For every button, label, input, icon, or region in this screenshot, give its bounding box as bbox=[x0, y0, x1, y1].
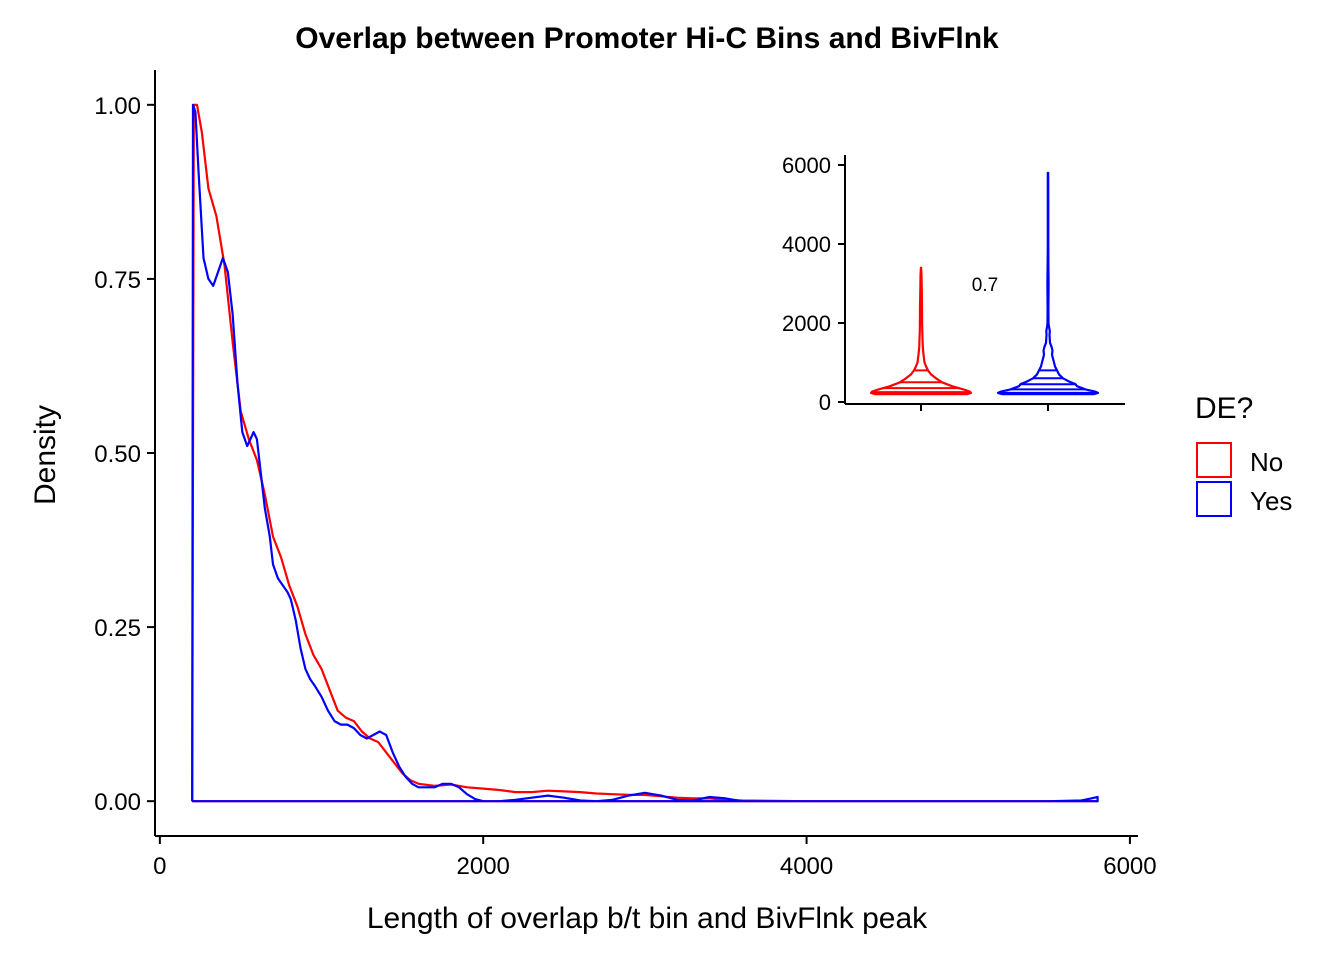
density-line-no bbox=[191, 103, 1099, 803]
density-line-yes bbox=[191, 103, 1099, 803]
x-tick-label: 0 bbox=[153, 853, 166, 880]
y-tick-label: 0.25 bbox=[94, 615, 141, 642]
inset-y-tick-label: 0 bbox=[819, 390, 831, 415]
x-tick-label: 2000 bbox=[457, 853, 510, 880]
y-axis-title: Density bbox=[29, 405, 62, 505]
legend-key-yes bbox=[1196, 481, 1232, 517]
inset-y-tick-label: 6000 bbox=[782, 153, 831, 178]
inset-y-tick-label: 2000 bbox=[782, 311, 831, 336]
chart-title: Overlap between Promoter Hi-C Bins and B… bbox=[295, 22, 999, 55]
x-axis-title: Length of overlap b/t bin and BivFlnk pe… bbox=[367, 902, 928, 935]
x-tick-label: 6000 bbox=[1103, 853, 1156, 880]
y-tick-label: 0.00 bbox=[94, 789, 141, 816]
legend-key-no bbox=[1196, 442, 1232, 478]
legend: DE? No Yes bbox=[1195, 392, 1292, 517]
main-plot-area: 0.00 0.25 0.50 0.75 1.00 0 2000 4000 6000 bbox=[94, 70, 1157, 880]
y-tick-label: 1.00 bbox=[94, 93, 141, 120]
legend-label-yes: Yes bbox=[1250, 486, 1292, 516]
y-tick-label: 0.75 bbox=[94, 267, 141, 294]
legend-label-no: No bbox=[1250, 447, 1283, 477]
y-tick-label: 0.50 bbox=[94, 441, 141, 468]
violin-no bbox=[869, 266, 973, 396]
x-tick-label: 4000 bbox=[780, 853, 833, 880]
legend-title: DE? bbox=[1195, 392, 1253, 425]
inset-y-tick-label: 4000 bbox=[782, 232, 831, 257]
inset-violin-plot: 0 2000 4000 6000 0.7 bbox=[782, 153, 1125, 415]
inset-annotation: 0.7 bbox=[972, 275, 998, 296]
violin-yes bbox=[996, 171, 1100, 396]
